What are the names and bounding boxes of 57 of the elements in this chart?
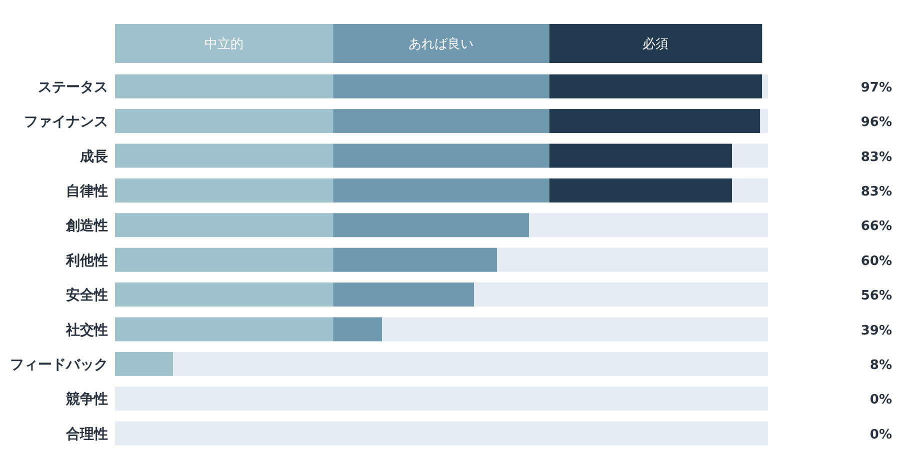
y-tick-label: 競争性 [65, 390, 108, 408]
bar [549, 109, 760, 134]
y-tick-label: 安全性 [66, 286, 108, 304]
bar [497, 248, 768, 272]
bar [760, 109, 768, 134]
y-tick-label: 社交性 [65, 321, 108, 338]
text: 0% [870, 427, 892, 442]
bar [474, 282, 768, 307]
series-label: 必須 [642, 37, 669, 52]
bar [115, 421, 768, 446]
text: 56% [860, 288, 892, 304]
text: 0% [870, 392, 892, 408]
y-tick-label: 利他性 [65, 252, 108, 269]
y-tick-label: 成長 [79, 148, 108, 165]
bar [333, 248, 498, 272]
bar [115, 282, 334, 307]
bar [115, 386, 768, 411]
y-tick-label: 自律性 [66, 183, 108, 200]
bar [382, 317, 768, 342]
series-label: あれば良い [408, 37, 474, 52]
bar [549, 74, 762, 98]
bar [762, 74, 768, 98]
bar [333, 74, 550, 98]
text: 83% [860, 150, 892, 165]
text: 96% [860, 115, 892, 130]
bar [333, 178, 550, 202]
bar [549, 178, 732, 202]
text: 60% [860, 254, 892, 269]
bar [333, 144, 550, 168]
y-tick-label: ファイナンス [24, 114, 108, 130]
bar [115, 248, 334, 272]
bar [732, 178, 768, 202]
bar [173, 352, 768, 376]
bar [115, 144, 334, 168]
bar [333, 317, 382, 342]
bar [115, 178, 334, 202]
bar [115, 74, 334, 98]
y-tick-label: 合理性 [65, 426, 108, 442]
bar [115, 109, 334, 134]
series-label: 中立的 [204, 36, 244, 52]
text: 39% [860, 323, 892, 338]
bar [115, 213, 334, 238]
text: 97% [860, 80, 892, 96]
bar [115, 352, 174, 376]
text: 8% [870, 358, 892, 373]
bar [333, 213, 529, 238]
bar [529, 213, 768, 238]
text: 83% [860, 184, 892, 200]
y-tick-label: フィードバック [10, 356, 108, 373]
bar [115, 317, 334, 342]
text: 66% [860, 219, 892, 234]
bar [549, 144, 732, 168]
bar [333, 109, 550, 134]
y-tick-label: 創造性 [65, 218, 108, 234]
y-tick-label: ステータス [38, 79, 108, 96]
bar [333, 282, 474, 307]
bar [732, 144, 768, 168]
